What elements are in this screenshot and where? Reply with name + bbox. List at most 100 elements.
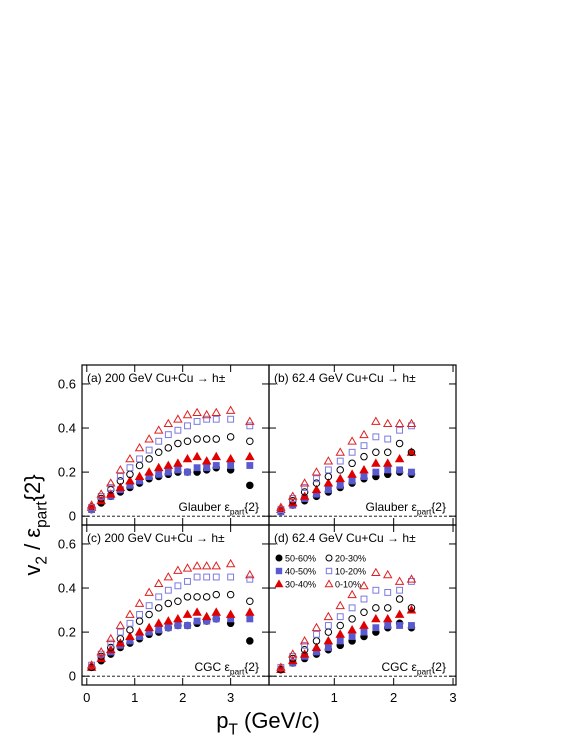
marker xyxy=(184,622,191,629)
marker xyxy=(396,622,404,629)
annotation: CGC εpart{2} xyxy=(382,660,447,677)
marker xyxy=(396,466,404,474)
marker xyxy=(135,461,144,470)
marker xyxy=(246,615,254,623)
marker xyxy=(324,628,333,636)
marker xyxy=(245,607,255,616)
marker xyxy=(359,429,369,439)
x-tick-label: 2 xyxy=(179,690,186,705)
marker xyxy=(174,466,182,474)
marker xyxy=(336,481,344,489)
marker xyxy=(323,456,334,465)
marker xyxy=(211,407,222,417)
marker xyxy=(144,467,154,476)
marker xyxy=(125,631,135,640)
marker xyxy=(246,637,254,645)
marker xyxy=(153,425,164,434)
marker xyxy=(116,628,124,636)
marker xyxy=(212,435,221,443)
marker xyxy=(299,636,310,645)
marker xyxy=(384,589,392,596)
annotation-part: part xyxy=(230,507,245,517)
marker xyxy=(227,462,235,469)
marker xyxy=(201,456,212,465)
marker xyxy=(96,653,106,662)
marker xyxy=(174,597,182,606)
marker xyxy=(245,569,255,579)
x-tick-label: 3 xyxy=(449,690,456,705)
legend-label: 50-60% xyxy=(285,554,316,564)
marker xyxy=(371,458,381,467)
marker xyxy=(154,448,163,457)
marker xyxy=(347,624,357,634)
marker xyxy=(301,484,309,491)
marker xyxy=(394,609,405,618)
marker xyxy=(145,455,153,463)
x-axis-label-part: T xyxy=(228,722,238,739)
marker xyxy=(406,605,417,614)
marker xyxy=(173,458,183,467)
marker xyxy=(360,452,368,461)
panel-title: (d) 62.4 GeV Cu+Cu → h± xyxy=(274,531,416,545)
marker xyxy=(360,595,368,603)
x-tick-label: 2 xyxy=(390,690,397,705)
marker xyxy=(163,418,174,428)
marker xyxy=(134,598,145,607)
marker xyxy=(394,418,405,428)
marker xyxy=(174,582,182,590)
marker xyxy=(312,479,321,487)
marker xyxy=(348,615,356,623)
marker xyxy=(372,468,380,476)
marker xyxy=(211,561,222,570)
marker xyxy=(246,575,254,583)
legend-label: 40-50% xyxy=(285,567,316,577)
marker xyxy=(182,563,193,572)
marker xyxy=(211,451,222,461)
marker xyxy=(371,613,381,623)
marker xyxy=(300,488,309,496)
marker xyxy=(323,636,334,645)
marker xyxy=(359,580,369,590)
marker xyxy=(226,433,235,441)
marker xyxy=(86,660,97,669)
marker xyxy=(407,448,416,457)
marker xyxy=(311,467,322,476)
marker xyxy=(225,609,236,618)
marker xyxy=(107,484,115,491)
annotation-part: {2} xyxy=(244,500,259,514)
marker xyxy=(324,644,332,651)
marker xyxy=(183,593,192,601)
marker xyxy=(371,416,381,425)
x-tick-label: 0 xyxy=(83,690,90,705)
marker xyxy=(203,415,211,423)
marker xyxy=(360,628,368,636)
marker xyxy=(276,502,286,511)
marker xyxy=(324,466,332,474)
marker xyxy=(323,478,334,487)
marker xyxy=(164,468,172,476)
marker xyxy=(348,448,356,456)
marker xyxy=(371,567,381,577)
marker xyxy=(153,462,164,472)
marker xyxy=(246,462,254,469)
marker xyxy=(394,576,405,585)
marker xyxy=(246,597,254,606)
panel-title: (c) 200 GeV Cu+Cu → h± xyxy=(87,531,225,545)
marker xyxy=(408,622,415,629)
marker xyxy=(134,627,145,636)
marker xyxy=(407,604,416,612)
annotation: Glauber εpart{2} xyxy=(365,500,446,517)
y-axis-label-part: 2 xyxy=(34,556,51,565)
marker xyxy=(201,561,212,570)
marker xyxy=(382,569,393,579)
marker xyxy=(203,464,211,472)
marker xyxy=(313,630,320,638)
marker xyxy=(274,579,284,588)
marker xyxy=(193,435,201,443)
annotation-part: Glauber ε xyxy=(178,500,230,514)
y-tick-label: 0.6 xyxy=(58,376,76,391)
marker xyxy=(325,567,333,575)
annotation-part: {2} xyxy=(431,660,446,674)
marker xyxy=(182,609,193,618)
